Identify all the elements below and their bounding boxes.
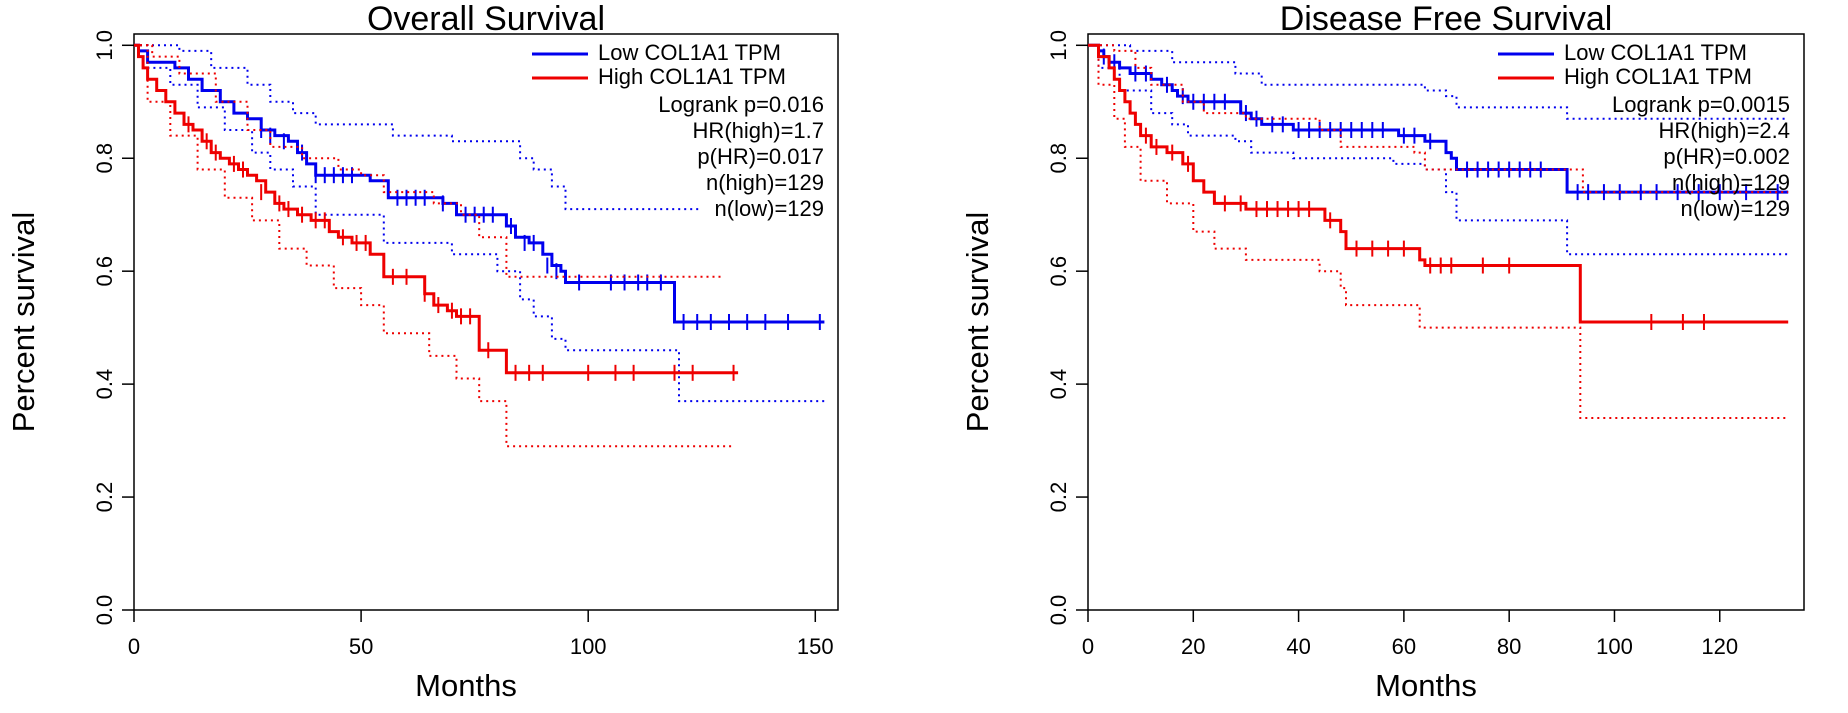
y-axis-label: Percent survival xyxy=(6,212,41,433)
y-tick-label: 0.4 xyxy=(92,369,117,400)
legend-stat: HR(high)=1.7 xyxy=(693,118,824,143)
x-tick-label: 100 xyxy=(1596,634,1633,659)
x-tick-label: 0 xyxy=(128,634,140,659)
x-tick-label: 50 xyxy=(349,634,373,659)
legend-entry: Low COL1A1 TPM xyxy=(1564,40,1747,65)
legend-stat: n(low)=129 xyxy=(1681,196,1790,221)
legend-stat: n(high)=129 xyxy=(1672,170,1790,195)
legend-stat: p(HR)=0.002 xyxy=(1663,144,1790,169)
x-tick-label: 20 xyxy=(1181,634,1205,659)
y-tick-label: 0.8 xyxy=(1046,143,1071,174)
legend-stat: n(low)=129 xyxy=(715,196,824,221)
y-tick-label: 0.2 xyxy=(1046,482,1071,513)
x-tick-label: 0 xyxy=(1082,634,1094,659)
x-axis-label: Months xyxy=(1375,668,1477,703)
series-low-upper-ci xyxy=(1088,44,1789,120)
chart-panel-2: Disease Free Survival Months Percent survi… xyxy=(960,0,1805,703)
series-high-lower-ci xyxy=(1088,44,1789,419)
plot-frame xyxy=(1087,33,1805,611)
y-axis-label: Percent survival xyxy=(960,212,995,433)
series-high-upper-ci xyxy=(134,44,725,278)
series-high-line xyxy=(1088,43,1789,324)
y-tick-label: 0.0 xyxy=(92,595,117,626)
series-low-lower-ci xyxy=(1088,44,1789,256)
legend-entry: Low COL1A1 TPM xyxy=(598,40,781,65)
y-tick-label: 1.0 xyxy=(1046,30,1071,61)
x-tick-label: 60 xyxy=(1392,634,1416,659)
legend-stat: p(HR)=0.017 xyxy=(697,144,824,169)
chart-title: Overall Survival xyxy=(367,0,605,38)
chart-panel-1: Overall Survival Months Percent survival 0 5… xyxy=(6,0,839,703)
plot-frame xyxy=(133,33,839,611)
chart-title: Disease Free Survival xyxy=(1280,0,1613,38)
legend-entry: High COL1A1 TPM xyxy=(598,64,786,89)
legend-entry: High COL1A1 TPM xyxy=(1564,64,1752,89)
legend-stat: Logrank p=0.016 xyxy=(658,92,824,117)
series-high-line xyxy=(134,43,739,375)
y-tick-label: 0.0 xyxy=(1046,595,1071,626)
y-tick-label: 0.6 xyxy=(1046,256,1071,287)
series-low-upper-ci xyxy=(134,44,702,211)
y-tick-label: 0.8 xyxy=(92,143,117,174)
y-tick-label: 1.0 xyxy=(92,30,117,61)
x-tick-label: 80 xyxy=(1497,634,1521,659)
legend-stat: HR(high)=2.4 xyxy=(1659,118,1790,143)
series-high-lower-ci xyxy=(134,44,734,448)
legend-stat: n(high)=129 xyxy=(706,170,824,195)
y-tick-label: 0.4 xyxy=(1046,369,1071,400)
x-axis-label: Months xyxy=(415,668,517,703)
x-tick-label: 100 xyxy=(570,634,607,659)
y-tick-label: 0.6 xyxy=(92,256,117,287)
y-tick-label: 0.2 xyxy=(92,482,117,513)
legend-stat: Logrank p=0.0015 xyxy=(1612,92,1790,117)
x-tick-label: 120 xyxy=(1701,634,1738,659)
x-tick-label: 40 xyxy=(1286,634,1310,659)
x-tick-label: 150 xyxy=(797,634,834,659)
